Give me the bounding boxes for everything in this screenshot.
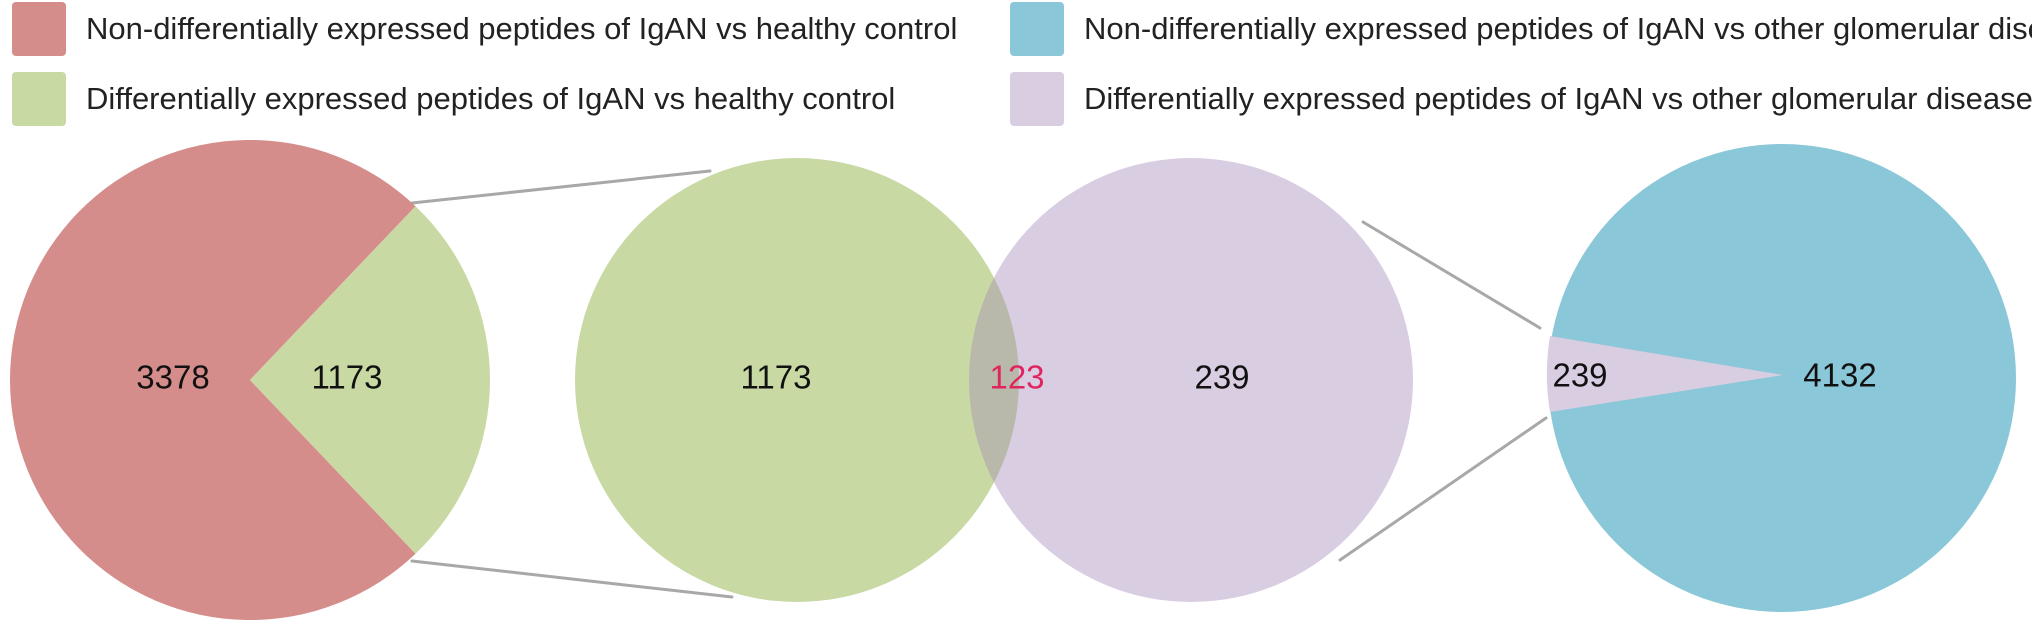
legend-swatch-blue bbox=[1010, 2, 1064, 56]
venn-label-intersection: 123 bbox=[989, 359, 1044, 396]
legend-label-nondiff-glomerular: Non-differentially expressed peptides of… bbox=[1084, 11, 2032, 46]
pie-left-slice-diff bbox=[250, 206, 490, 554]
venn-label-left: 1173 bbox=[741, 359, 812, 396]
legend-item-diff-healthy: Differentially expressed peptides of IgA… bbox=[12, 72, 895, 126]
pie-right-slice-diff bbox=[1546, 336, 1783, 412]
legend-item-diff-glomerular: Differentially expressed peptides of IgA… bbox=[1010, 72, 2032, 126]
connector-line-right-bottom bbox=[1338, 416, 1548, 562]
venn-circle-right bbox=[969, 158, 1413, 602]
venn-circle-left bbox=[575, 158, 1019, 602]
legend-item-nondiff-healthy: Non-differentially expressed peptides of… bbox=[12, 2, 957, 56]
pie-right-label-nondiff: 4132 bbox=[1803, 357, 1876, 394]
pie-left-label-diff: 1173 bbox=[312, 359, 383, 396]
pie-left-label-nondiff: 3378 bbox=[136, 359, 209, 396]
pie-left-slice-nondiff bbox=[10, 140, 416, 621]
legend-label-diff-glomerular: Differentially expressed peptides of IgA… bbox=[1084, 81, 2032, 116]
legend-swatch-red bbox=[12, 2, 66, 56]
legend-swatch-green bbox=[12, 72, 66, 126]
legend-label-diff-healthy: Differentially expressed peptides of IgA… bbox=[86, 81, 896, 116]
legend-label-nondiff-healthy: Non-differentially expressed peptides of… bbox=[86, 11, 958, 46]
connector-line-left-bottom bbox=[410, 559, 734, 599]
pie-right-slice-nondiff bbox=[1548, 144, 2016, 612]
connector-line-left-top bbox=[410, 169, 712, 205]
pie-right-label-diff: 239 bbox=[1552, 357, 1607, 394]
legend-item-nondiff-glomerular: Non-differentially expressed peptides of… bbox=[1010, 2, 2032, 56]
legend-swatch-purple bbox=[1010, 72, 1064, 126]
venn-label-right: 239 bbox=[1194, 359, 1249, 396]
connector-line-right-top bbox=[1361, 220, 1542, 330]
